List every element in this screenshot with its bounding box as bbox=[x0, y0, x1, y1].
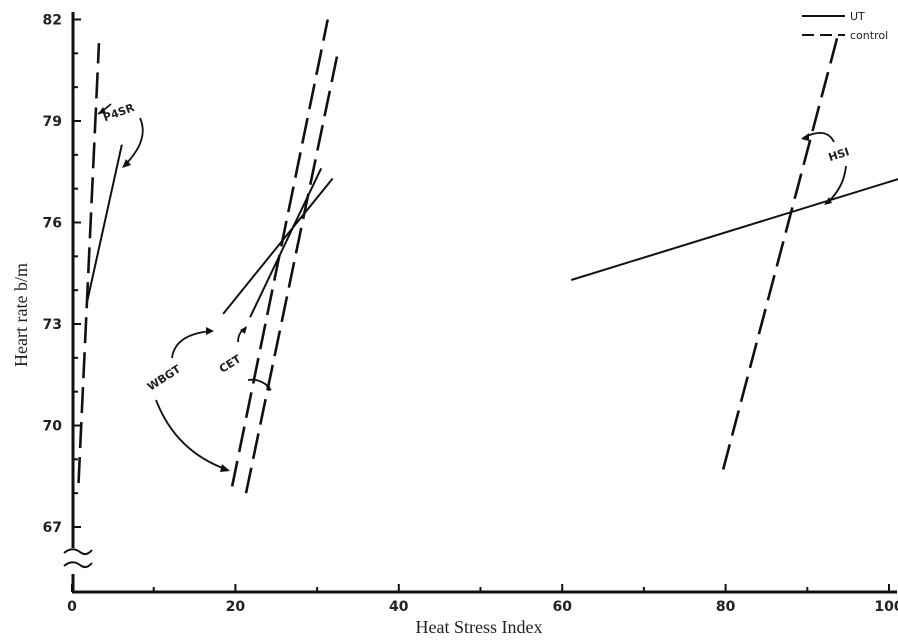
y-tick-label: 73 bbox=[43, 317, 62, 333]
legend: UT control bbox=[802, 10, 888, 42]
x-tick-label: 60 bbox=[552, 599, 572, 615]
series-line-wbgt-control bbox=[230, 19, 329, 487]
legend-label-ut: UT bbox=[850, 10, 865, 23]
y-axis-label: Heart rate b/m bbox=[11, 263, 31, 367]
annotation-cet: CET bbox=[217, 352, 244, 376]
y-tick-label: 70 bbox=[43, 419, 63, 435]
x-axis-label: Heat Stress Index bbox=[416, 617, 543, 637]
y-tick-label: 67 bbox=[43, 520, 62, 536]
arrow-hsi-ut-head bbox=[824, 197, 832, 205]
arrow-wbgt-ut bbox=[171, 330, 213, 359]
series-line-cet-control bbox=[244, 49, 340, 494]
x-tick-label: 20 bbox=[226, 599, 246, 615]
arrow-p4sr-ut bbox=[123, 117, 144, 167]
series-line-p4sr-ut bbox=[85, 144, 123, 304]
y-tick-label: 82 bbox=[43, 13, 62, 29]
axis-break-mark-upper bbox=[63, 548, 93, 556]
series-line-cet-ut bbox=[249, 167, 323, 318]
series-line-hsi-control bbox=[721, 36, 839, 470]
x-tick-label: 80 bbox=[716, 599, 736, 615]
arrow-wbgt-control bbox=[155, 399, 229, 471]
x-tick-label: 100 bbox=[874, 599, 898, 615]
series-layer bbox=[77, 19, 898, 494]
annotation-hsi: HSI bbox=[827, 145, 851, 164]
arrow-p4sr-ut-head bbox=[122, 159, 131, 168]
series-line-hsi-ut bbox=[570, 178, 898, 281]
annotation-p4sr: P4SR bbox=[101, 101, 136, 124]
arrow-p4sr-control-head bbox=[98, 107, 106, 114]
x-tick-label: 0 bbox=[67, 599, 77, 615]
y-tick-label: 79 bbox=[43, 114, 62, 130]
series-line-wbgt-ut bbox=[222, 177, 334, 315]
arrow-cet-ut-head bbox=[240, 326, 247, 334]
axes: 67 70 73 76 79 82 0 20 40 60 80 100 bbox=[43, 12, 898, 615]
arrow-cet-control-head bbox=[265, 383, 272, 391]
y-tick-label: 76 bbox=[43, 216, 62, 232]
arrow-hsi-control-head bbox=[801, 133, 809, 141]
x-tick-label: 40 bbox=[389, 599, 409, 615]
arrow-wbgt-ut-head bbox=[206, 327, 214, 335]
annotation-wbgt: WBGT bbox=[145, 362, 183, 393]
axis-break-mark-lower bbox=[63, 561, 93, 569]
legend-label-control: control bbox=[850, 29, 888, 42]
series-line-p4sr-control bbox=[77, 43, 101, 484]
arrow-wbgt-control-head bbox=[220, 464, 230, 472]
